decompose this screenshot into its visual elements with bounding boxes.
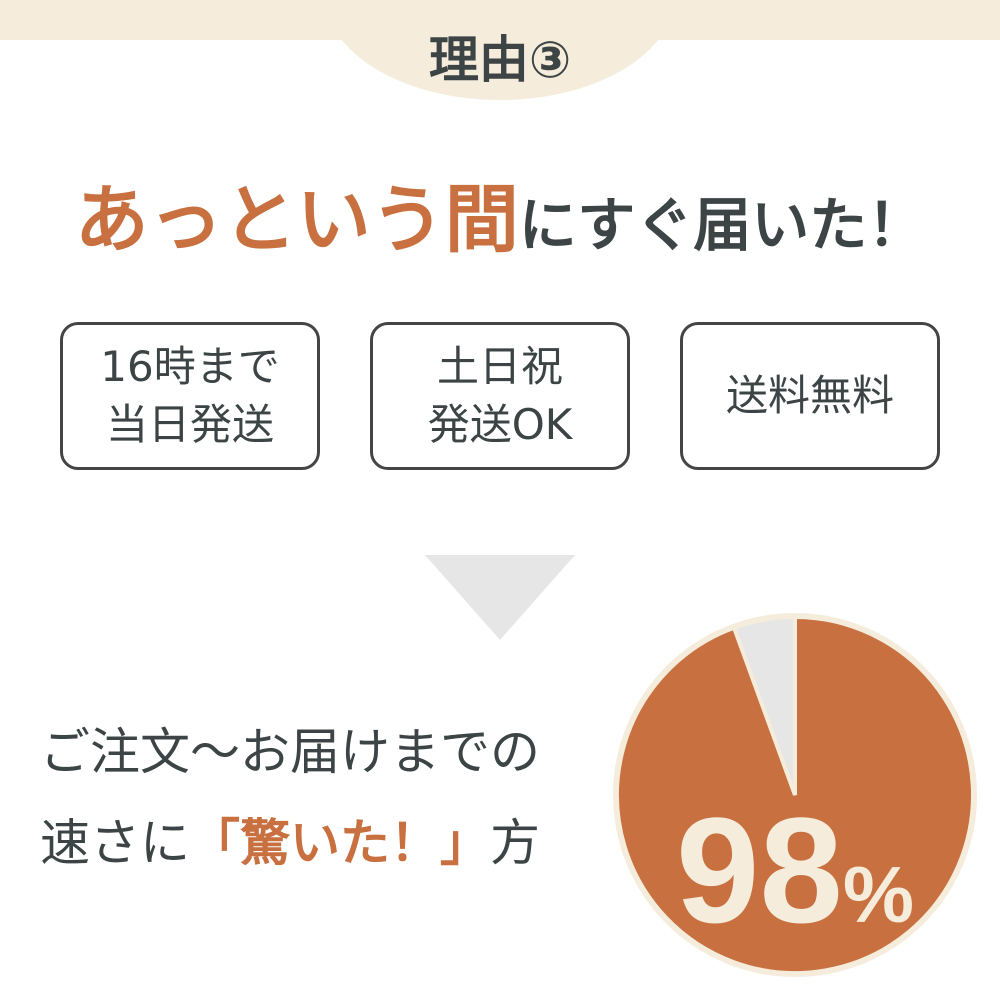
summary-accent: 「驚いた！」	[190, 814, 490, 872]
pie-label: 98%	[676, 786, 914, 954]
headline: あっという間にすぐ届いた！	[0, 160, 1000, 267]
summary-after: 方	[490, 814, 540, 872]
headline-rest: にすぐ届いた！	[518, 191, 926, 259]
headline-accent: あっという間	[74, 177, 519, 263]
down-arrow-icon	[425, 555, 575, 640]
feature-free-shipping: 送料無料	[680, 322, 940, 470]
summary-line2: 速さに「驚いた！」方	[40, 803, 540, 875]
pie-percent-sign: %	[843, 850, 914, 939]
feature-same-day: 16時まで 当日発送	[60, 322, 320, 470]
reason-title: 理由③	[428, 31, 572, 89]
feature-weekend: 土日祝 発送OK	[370, 322, 630, 470]
pie-chart: 98%	[613, 613, 977, 977]
pie-slice-rest	[731, 614, 797, 796]
pie-percent-value: 98	[676, 786, 843, 954]
summary-line1: ご注文〜お届けまでの	[40, 723, 540, 781]
summary-before: 速さに	[40, 814, 190, 872]
